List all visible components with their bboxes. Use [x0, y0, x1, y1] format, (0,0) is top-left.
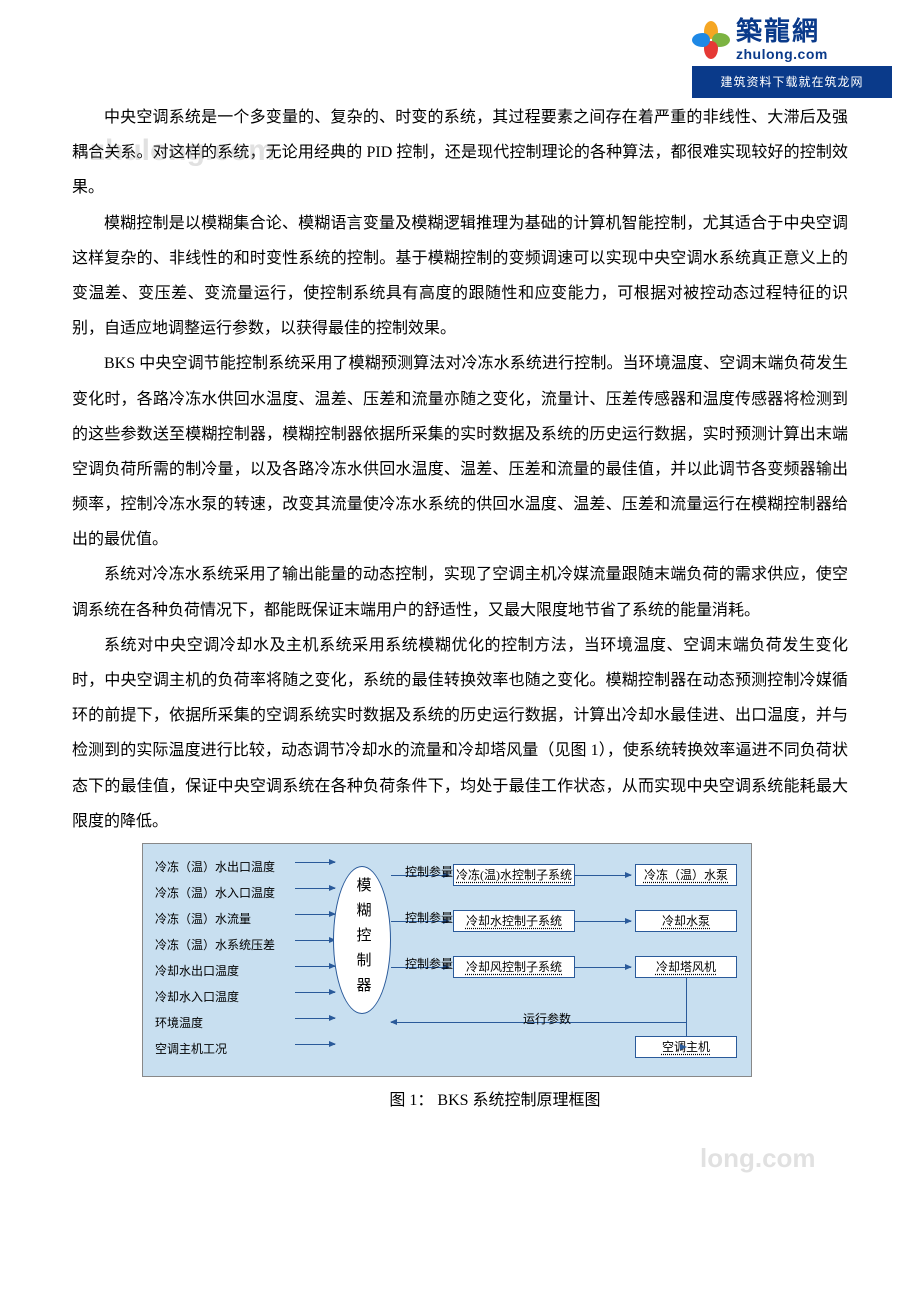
watermark-1: long.com	[700, 1130, 816, 1187]
bks-control-diagram: 冷冻（温）水出口温度冷冻（温）水入口温度冷冻（温）水流量冷冻（温）水系统压差冷却…	[142, 843, 752, 1077]
logo-row: 築龍網 zhulong.com	[692, 18, 892, 62]
logo-en: zhulong.com	[736, 47, 828, 62]
out-arrow-2	[575, 967, 631, 968]
diagram-input-arrow-6	[295, 1018, 335, 1019]
paragraph-1: 中央空调系统是一个多变量的、复杂的、时变的系统，其过程要素之间存在着严重的非线性…	[72, 100, 848, 206]
output-box-1: 冷却水泵	[635, 910, 737, 932]
diagram-input-arrow-4	[295, 966, 335, 967]
diagram-input-arrow-1	[295, 888, 335, 889]
output-box-2: 冷却塔风机	[635, 956, 737, 978]
logo-banner: 建筑资料下载就在筑龙网	[692, 66, 892, 98]
fuzzy-controller-node: 模糊控制器	[333, 866, 391, 1014]
diagram-input-6: 环境温度	[155, 1010, 203, 1036]
paragraph-5: 系统对中央空调冷却水及主机系统采用系统模糊优化的控制方法，当环境温度、空调末端负…	[72, 628, 848, 839]
logo-cn: 築龍網	[736, 18, 828, 47]
diagram-input-2: 冷冻（温）水流量	[155, 906, 251, 932]
diagram-input-arrow-3	[295, 940, 335, 941]
run-params-label: 运行参数	[523, 1006, 571, 1032]
document-body: 中央空调系统是一个多变量的、复杂的、时变的系统，其过程要素之间存在着严重的非线性…	[72, 100, 848, 1118]
ctrl-label-0: 控制参量	[405, 859, 453, 885]
diagram-input-0: 冷冻（温）水出口温度	[155, 854, 275, 880]
out-arrow-1	[575, 921, 631, 922]
diagram-input-5: 冷却水入口温度	[155, 984, 239, 1010]
diagram-input-arrow-7	[295, 1044, 335, 1045]
subsystem-box-1: 冷却水控制子系统	[453, 910, 575, 932]
petal-4	[692, 33, 710, 47]
paragraph-2: 模糊控制是以模糊集合论、模糊语言变量及模糊逻辑推理为基础的计算机智能控制，尤其适…	[72, 206, 848, 347]
paragraph-4: 系统对冷冻水系统采用了输出能量的动态控制，实现了空调主机冷媒流量跟随末端负荷的需…	[72, 557, 848, 627]
diagram-input-arrow-2	[295, 914, 335, 915]
diagram-input-7: 空调主机工况	[155, 1036, 227, 1062]
diagram-input-3: 冷冻（温）水系统压差	[155, 932, 275, 958]
diagram-input-arrow-5	[295, 992, 335, 993]
subsystem-box-0: 冷冻(温)水控制子系统	[453, 864, 575, 886]
diagram-input-arrow-0	[295, 862, 335, 863]
feedback-vline	[686, 978, 687, 1036]
output-box-0: 冷冻（温）水泵	[635, 864, 737, 886]
diagram-container: 冷冻（温）水出口温度冷冻（温）水入口温度冷冻（温）水流量冷冻（温）水系统压差冷却…	[142, 843, 848, 1118]
flower-icon	[692, 21, 730, 59]
ctrl-label-1: 控制参量	[405, 905, 453, 931]
paragraph-3: BKS 中央空调节能控制系统采用了模糊预测算法对冷冻水系统进行控制。当环境温度、…	[72, 346, 848, 557]
diagram-input-4: 冷却水出口温度	[155, 958, 239, 984]
ctrl-label-2: 控制参量	[405, 951, 453, 977]
logo-text-block: 築龍網 zhulong.com	[736, 18, 828, 62]
site-logo: 築龍網 zhulong.com 建筑资料下载就在筑龙网	[692, 18, 892, 98]
subsystem-box-2: 冷却风控制子系统	[453, 956, 575, 978]
out-arrow-0	[575, 875, 631, 876]
diagram-input-1: 冷冻（温）水入口温度	[155, 880, 275, 906]
fuzzy-controller-label: 模糊控制器	[346, 877, 379, 1002]
figure-caption: 图 1： BKS 系统控制原理框图	[142, 1083, 848, 1118]
